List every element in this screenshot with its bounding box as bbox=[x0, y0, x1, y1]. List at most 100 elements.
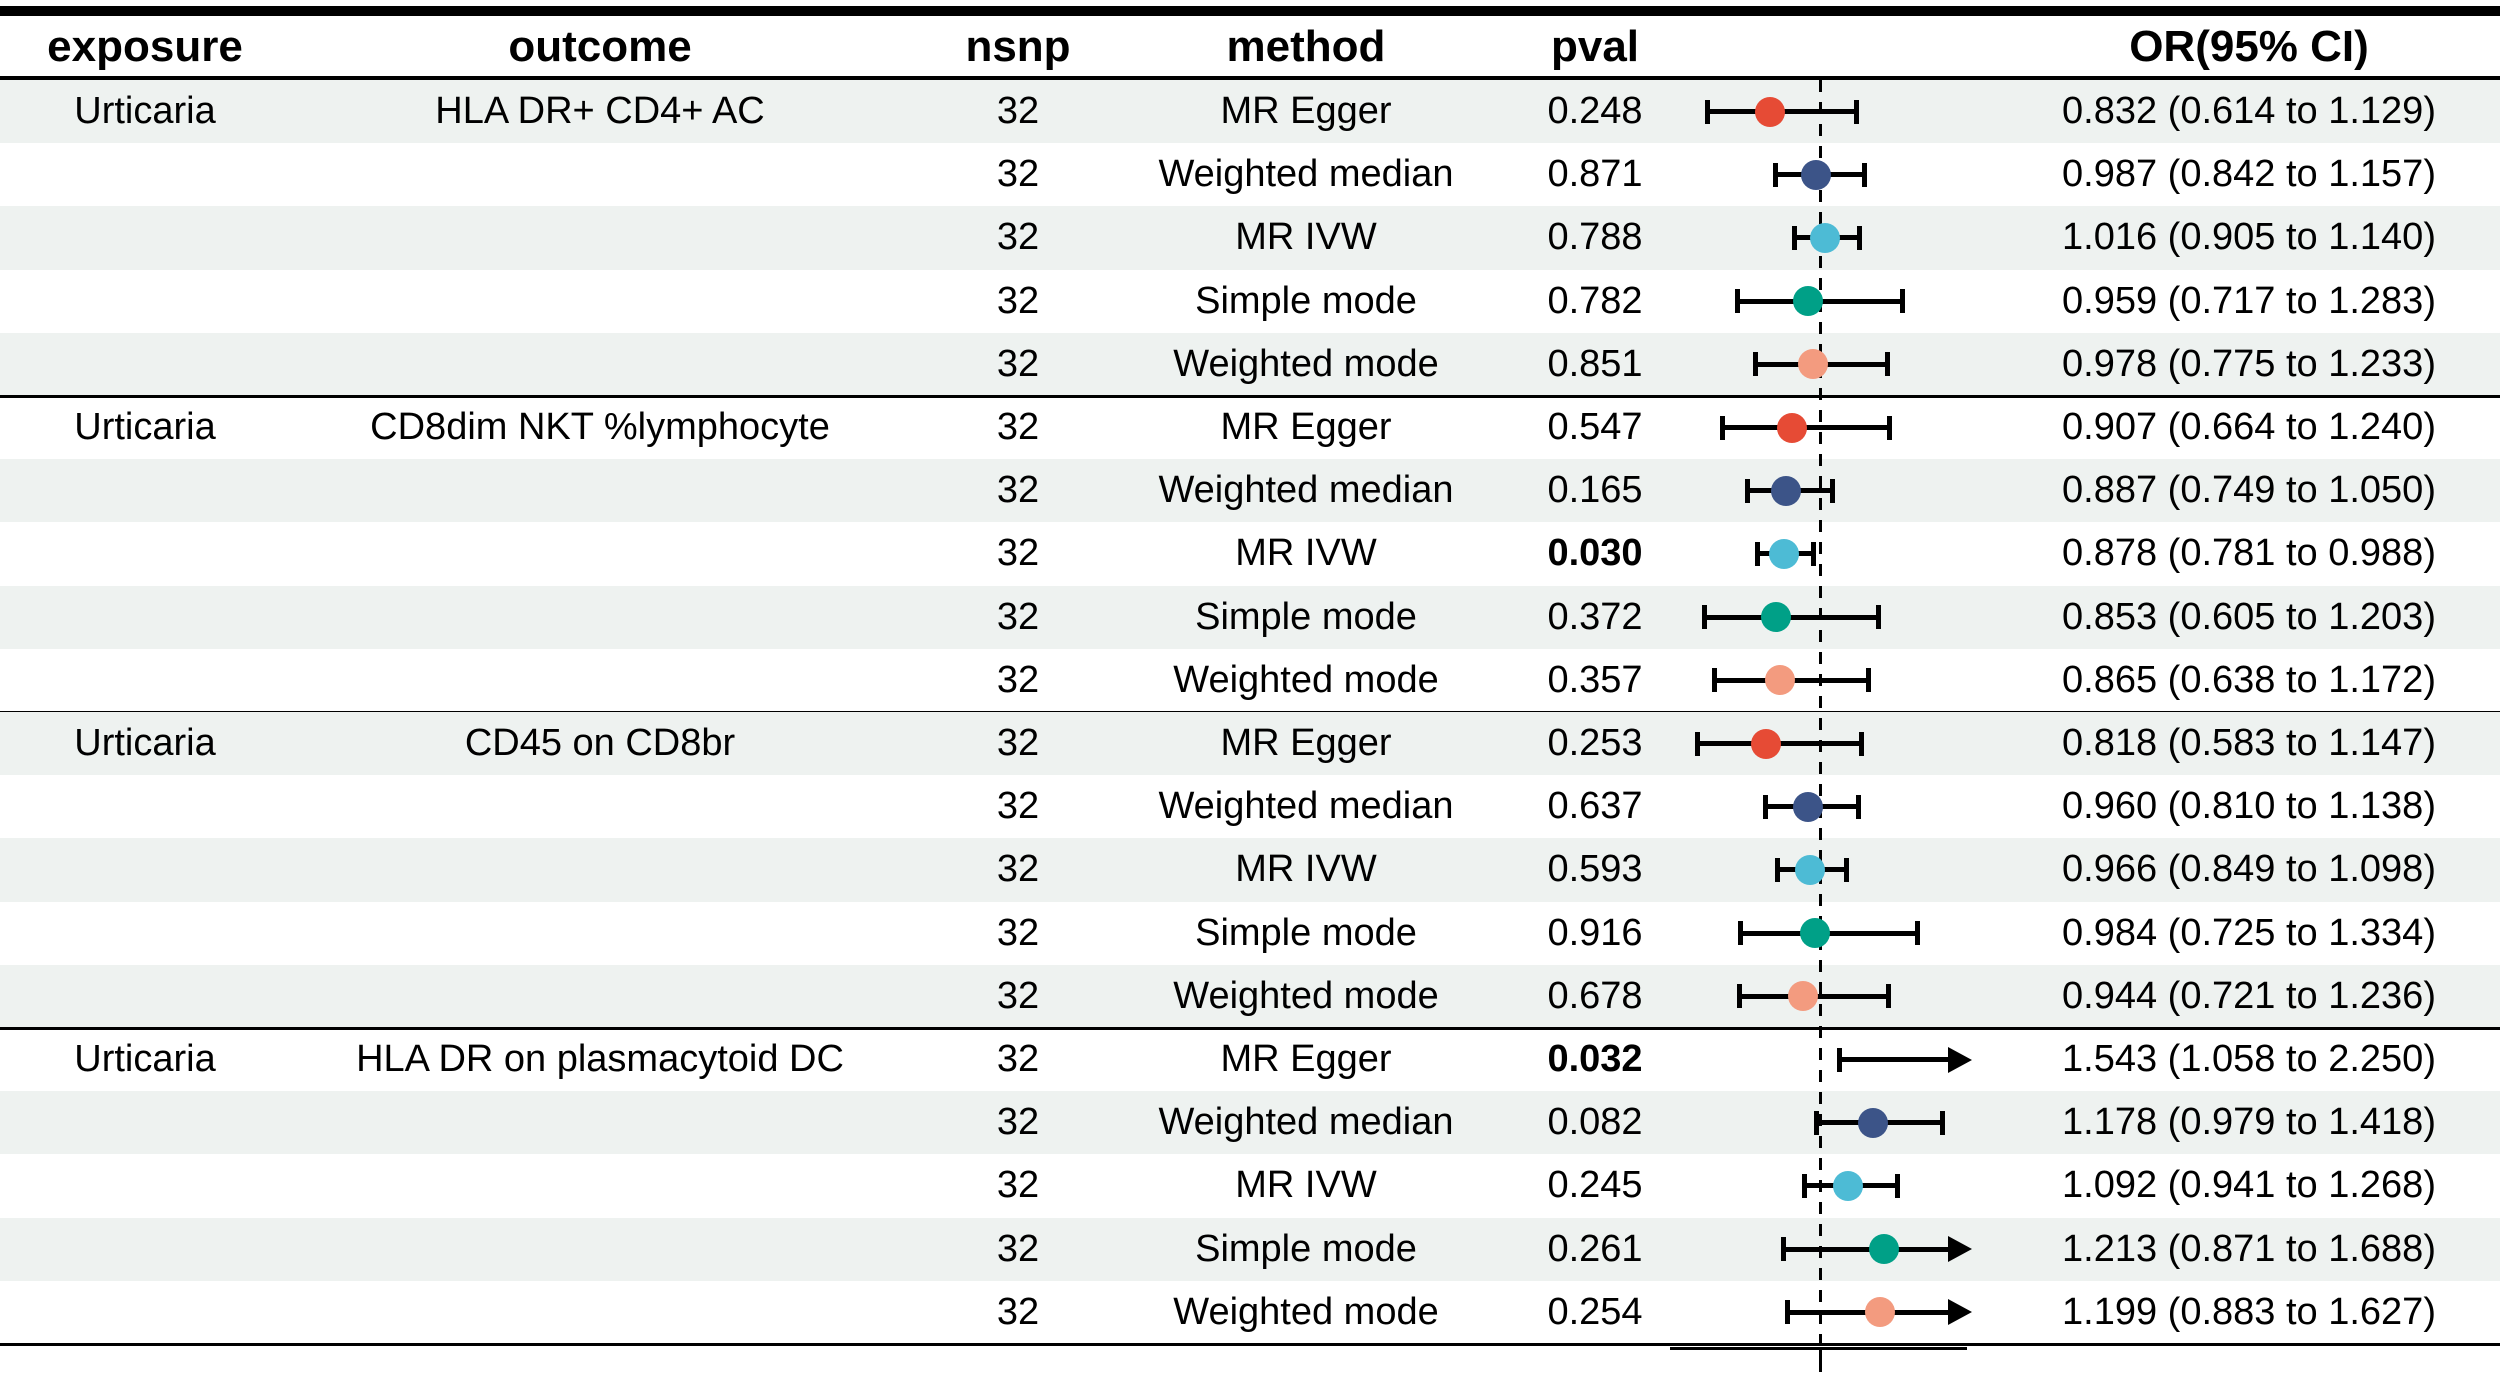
method-cell: Weighted median bbox=[1158, 469, 1454, 512]
table-row: Urticaria HLA DR on plasmacytoid DC 32 MR E… bbox=[0, 1028, 2500, 1091]
effect-dot bbox=[1761, 602, 1792, 633]
or-ci-cell: 1.543 (1.058 to 2.250) bbox=[2062, 1038, 2436, 1081]
exposure-cell: Urticaria bbox=[74, 90, 216, 133]
ci-cap-right bbox=[1856, 794, 1862, 819]
nsnp-cell: 32 bbox=[996, 658, 1040, 701]
effect-dot bbox=[1864, 1297, 1895, 1328]
ci-cap-right bbox=[1895, 1173, 1901, 1198]
nsnp-cell: 32 bbox=[996, 1101, 1040, 1144]
effect-dot bbox=[1832, 1170, 1863, 1201]
table-row: 32 MR IVW 0.030 0.878 (0.781 to 0.988) bbox=[0, 522, 2500, 585]
or-ci-cell: 0.878 (0.781 to 0.988) bbox=[2062, 532, 2436, 575]
or-ci-cell: 0.959 (0.717 to 1.283) bbox=[2062, 279, 2436, 322]
table-row: 32 Weighted mode 0.357 0.865 (0.638 to 1.17… bbox=[0, 649, 2500, 712]
pval-cell: 0.916 bbox=[1547, 911, 1643, 954]
pval-cell: 0.357 bbox=[1547, 658, 1643, 701]
pval-cell: 0.254 bbox=[1547, 1290, 1643, 1333]
ci-cap-right bbox=[1866, 668, 1872, 693]
exposure-cell: Urticaria bbox=[74, 1038, 216, 1081]
pval-cell: 0.788 bbox=[1547, 216, 1643, 259]
effect-dot bbox=[1777, 412, 1808, 443]
ci-cap-right bbox=[1853, 99, 1859, 124]
ci-cap-right bbox=[1861, 162, 1867, 187]
ci-cap-left bbox=[1711, 668, 1717, 693]
column-header-exposure: exposure bbox=[47, 22, 243, 71]
method-cell: MR IVW bbox=[1235, 216, 1377, 259]
pval-cell: 0.245 bbox=[1547, 1164, 1643, 1207]
pval-cell: 0.261 bbox=[1547, 1227, 1643, 1270]
table-row: 32 Weighted median 0.637 0.960 (0.810 to 1.… bbox=[0, 775, 2500, 838]
clip-arrow-right bbox=[1948, 1046, 1972, 1073]
method-cell: MR Egger bbox=[1220, 722, 1392, 765]
ci-cap-right bbox=[1875, 605, 1881, 630]
nsnp-cell: 32 bbox=[996, 595, 1040, 638]
method-cell: Weighted mode bbox=[1173, 658, 1439, 701]
or-ci-cell: 0.960 (0.810 to 1.138) bbox=[2062, 785, 2436, 828]
column-header-nsnp: nsnp bbox=[965, 22, 1071, 71]
pval-cell: 0.165 bbox=[1547, 469, 1643, 512]
method-cell: MR IVW bbox=[1235, 532, 1377, 575]
ci-cap-left bbox=[1701, 605, 1707, 630]
exposure-cell: Urticaria bbox=[74, 406, 216, 449]
ci-cap-left bbox=[1772, 162, 1778, 187]
or-ci-cell: 1.092 (0.941 to 1.268) bbox=[2062, 1164, 2436, 1207]
method-cell: Weighted mode bbox=[1173, 342, 1439, 385]
pval-cell: 0.851 bbox=[1547, 342, 1643, 385]
method-cell: MR Egger bbox=[1220, 90, 1392, 133]
nsnp-cell: 32 bbox=[996, 342, 1040, 385]
or-ci-cell: 1.213 (0.871 to 1.688) bbox=[2062, 1227, 2436, 1270]
method-cell: Weighted median bbox=[1158, 1101, 1454, 1144]
method-cell: MR Egger bbox=[1220, 1038, 1392, 1081]
or-ci-cell: 1.199 (0.883 to 1.627) bbox=[2062, 1290, 2436, 1333]
pval-cell: 0.372 bbox=[1547, 595, 1643, 638]
pval-cell: 0.871 bbox=[1547, 153, 1643, 196]
or-ci-cell: 0.984 (0.725 to 1.334) bbox=[2062, 911, 2436, 954]
nsnp-cell: 32 bbox=[996, 911, 1040, 954]
or-ci-cell: 0.966 (0.849 to 1.098) bbox=[2062, 848, 2436, 891]
header-rule bbox=[0, 76, 2500, 80]
exposure-cell: Urticaria bbox=[74, 722, 216, 765]
nsnp-cell: 32 bbox=[996, 153, 1040, 196]
pval-cell: 0.678 bbox=[1547, 974, 1643, 1017]
method-cell: Weighted mode bbox=[1173, 974, 1439, 1017]
ci-cap-left bbox=[1785, 1300, 1791, 1325]
outcome-cell: HLA DR+ CD4+ AC bbox=[435, 90, 765, 133]
or-ci-cell: 1.178 (0.979 to 1.418) bbox=[2062, 1101, 2436, 1144]
effect-dot bbox=[1800, 918, 1831, 949]
pval-cell: 0.782 bbox=[1547, 279, 1643, 322]
ci-cap-right bbox=[1856, 225, 1862, 250]
ci-cap-right bbox=[1886, 415, 1892, 440]
outcome-cell: CD8dim NKT %lymphocyte bbox=[370, 406, 830, 449]
ci-line bbox=[1837, 1057, 1948, 1063]
ci-cap-left bbox=[1735, 289, 1741, 314]
table-row: 32 MR IVW 0.245 1.092 (0.941 to 1.268) bbox=[0, 1154, 2500, 1217]
nsnp-cell: 32 bbox=[996, 1164, 1040, 1207]
ci-cap-left bbox=[1781, 1237, 1787, 1262]
method-cell: MR IVW bbox=[1235, 848, 1377, 891]
or-ci-cell: 0.887 (0.749 to 1.050) bbox=[2062, 469, 2436, 512]
effect-dot bbox=[1792, 286, 1823, 317]
or-ci-cell: 0.818 (0.583 to 1.147) bbox=[2062, 722, 2436, 765]
x-axis-line bbox=[1670, 1347, 1967, 1350]
ci-cap-right bbox=[1899, 289, 1905, 314]
table-row: 32 MR IVW 0.788 1.016 (0.905 to 1.140) bbox=[0, 206, 2500, 270]
effect-dot bbox=[1798, 349, 1829, 380]
pval-cell: 0.030 bbox=[1547, 532, 1643, 575]
nsnp-cell: 32 bbox=[996, 216, 1040, 259]
ci-cap-left bbox=[1774, 857, 1780, 882]
method-cell: Weighted median bbox=[1158, 785, 1454, 828]
table-row: 32 Weighted median 0.871 0.987 (0.842 to 1.… bbox=[0, 143, 2500, 206]
table-row: 32 Simple mode 0.782 0.959 (0.717 to 1.283) bbox=[0, 270, 2500, 333]
ci-cap-left bbox=[1813, 1110, 1819, 1135]
ci-cap-right bbox=[1939, 1110, 1945, 1135]
effect-dot bbox=[1750, 728, 1781, 759]
clip-arrow-right bbox=[1948, 1299, 1972, 1326]
ci-cap-left bbox=[1736, 984, 1742, 1009]
effect-dot bbox=[1793, 791, 1824, 822]
top-rule bbox=[0, 6, 2500, 16]
ci-cap-right bbox=[1811, 541, 1817, 566]
effect-dot bbox=[1754, 96, 1785, 127]
method-cell: MR IVW bbox=[1235, 1164, 1377, 1207]
x-axis-tick bbox=[1818, 1349, 1822, 1372]
ci-cap-right bbox=[1844, 857, 1850, 882]
